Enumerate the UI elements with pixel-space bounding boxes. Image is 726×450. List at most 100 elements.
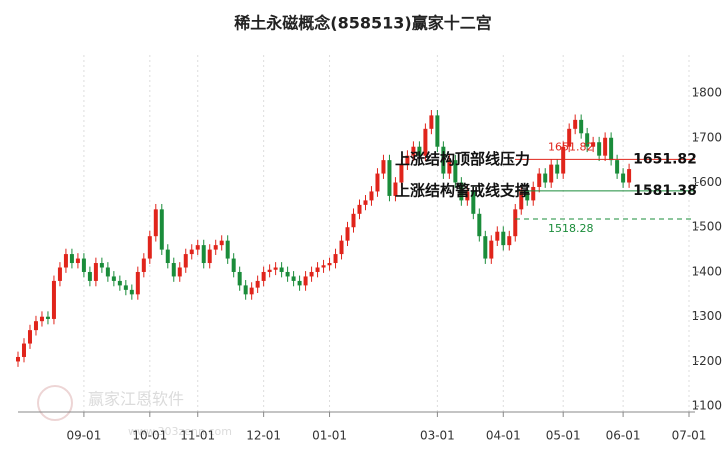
candle-body: [393, 182, 398, 196]
candle-body: [51, 280, 56, 319]
candle-body: [405, 155, 410, 165]
candle-body: [429, 115, 434, 129]
candle-body: [351, 213, 356, 228]
candle-body: [369, 191, 374, 201]
candle-body: [585, 133, 590, 147]
candle-body: [363, 200, 368, 205]
candle-body: [141, 258, 146, 272]
x-tick-label: 06-01: [606, 429, 641, 443]
watermark-logo: [37, 385, 73, 421]
candle-body: [255, 280, 260, 288]
candle-body: [207, 249, 212, 264]
candle-body: [297, 280, 302, 286]
candle-body: [273, 267, 278, 270]
candle-body: [537, 173, 542, 187]
y-tick-label: 1100: [691, 399, 722, 413]
candle-body: [63, 254, 68, 268]
y-tick-label: 1200: [691, 354, 722, 368]
candle-body: [417, 146, 422, 156]
candle-body: [339, 240, 344, 255]
candle-body: [333, 254, 338, 264]
candle-body: [579, 119, 584, 134]
level-value-small: 1651.82: [548, 140, 594, 153]
candle-body: [375, 173, 380, 192]
candle-body: [357, 204, 362, 214]
candle-body: [327, 263, 332, 266]
candle-body: [75, 258, 80, 264]
x-tick-label: 01-01: [312, 429, 347, 443]
candle-body: [597, 142, 602, 156]
candle-body: [321, 265, 326, 268]
candle-body: [543, 173, 548, 183]
candle-body: [465, 191, 470, 201]
candle-body: [489, 240, 494, 259]
candle-body: [39, 316, 44, 322]
candle-body: [267, 269, 272, 272]
level-note: 上涨结构顶部线压力: [395, 150, 530, 168]
candle-body: [441, 146, 446, 174]
candle-body: [345, 227, 350, 241]
candle-body: [627, 169, 632, 183]
candle-body: [183, 254, 188, 268]
x-tick-label: 03-01: [420, 429, 455, 443]
candle-body: [459, 182, 464, 201]
candle-body: [315, 267, 320, 272]
candle-body: [201, 245, 206, 264]
candle-body: [135, 271, 140, 295]
candle-body: [471, 191, 476, 214]
candle-body: [453, 160, 458, 183]
candle-body: [237, 271, 242, 286]
candle-body: [603, 137, 608, 156]
candle-body: [549, 164, 554, 183]
candle-body: [483, 236, 488, 259]
x-tick-label: 05-01: [546, 429, 581, 443]
candle-body: [123, 285, 128, 290]
candle-body: [567, 128, 572, 147]
candle-body: [525, 191, 530, 201]
candle-body: [591, 142, 596, 147]
x-tick-label: 11-01: [180, 429, 215, 443]
candle-body: [69, 254, 74, 264]
level-note: 上涨结构警戒线支撑: [395, 181, 530, 199]
candle-body: [477, 213, 482, 237]
x-tick-label: 12-01: [246, 429, 281, 443]
candle-body: [87, 271, 92, 281]
candle-body: [399, 164, 404, 183]
candle-body: [561, 146, 566, 174]
level-value: 1651.82: [633, 151, 697, 167]
candle-body: [411, 146, 416, 156]
candle-body: [555, 164, 560, 174]
candle-body: [609, 137, 614, 161]
candle-body: [219, 240, 224, 246]
y-tick-label: 1600: [691, 175, 722, 189]
watermark: 赢家江恩软件 www.303zenn.com: [37, 385, 232, 438]
candle-body: [105, 267, 110, 277]
candle-body: [57, 267, 62, 281]
candle-body: [81, 258, 86, 272]
candle-body: [387, 160, 392, 196]
candle-body: [381, 160, 386, 174]
watermark-url: www.303zenn.com: [128, 425, 232, 438]
candle-body: [621, 173, 626, 183]
candle-body: [147, 236, 152, 259]
x-tick-label: 04-01: [486, 429, 521, 443]
y-tick-label: 1500: [691, 220, 722, 234]
candle-body: [27, 330, 32, 344]
candle-body: [225, 240, 230, 259]
candle-body: [519, 191, 524, 210]
candle-body: [303, 276, 308, 286]
candle-body: [45, 316, 50, 319]
x-tick-label: 07-01: [672, 429, 707, 443]
watermark-brand: 赢家江恩软件: [88, 390, 184, 409]
chart-title: 稀土永磁概念(858513)赢家十二宫: [234, 14, 491, 33]
candle-body: [117, 280, 122, 286]
candle-body: [279, 267, 284, 272]
candle-body: [153, 209, 158, 237]
y-tick-label: 1300: [691, 309, 722, 323]
candle-body: [513, 209, 518, 237]
candle-body: [435, 115, 440, 147]
candle-body: [573, 119, 578, 129]
candle-body: [165, 249, 170, 264]
x-tick-label: 09-01: [66, 429, 101, 443]
